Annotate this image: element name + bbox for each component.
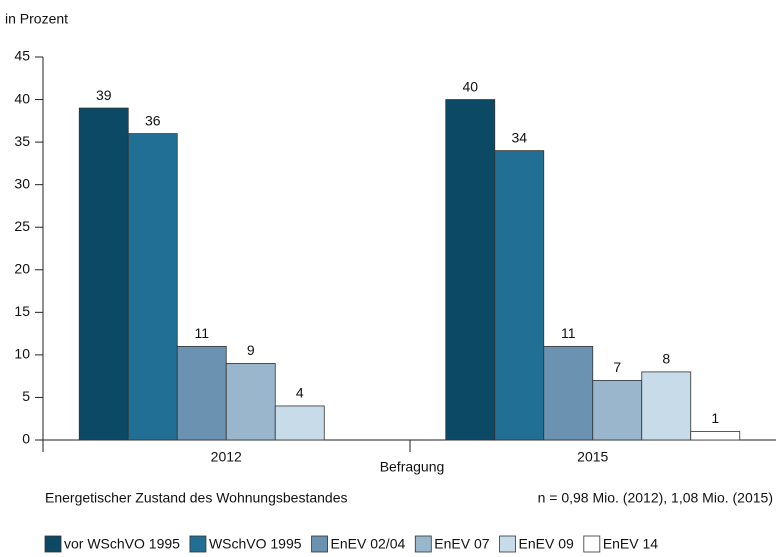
data-label: 8 xyxy=(662,351,670,367)
y-tick-label: 35 xyxy=(14,133,30,149)
data-label: 11 xyxy=(194,325,209,341)
x-tick-label: 2012 xyxy=(211,449,242,465)
bar xyxy=(274,405,325,441)
bar xyxy=(176,345,227,441)
data-label: 4 xyxy=(296,385,304,401)
data-label: 40 xyxy=(462,78,478,94)
y-tick-label: 25 xyxy=(14,218,30,234)
note: n = 0,98 Mio. (2012), 1,08 Mio. (2015) xyxy=(538,490,773,506)
data-label: 39 xyxy=(96,87,112,103)
bar xyxy=(690,431,741,441)
x-tick-label: 2015 xyxy=(577,449,608,465)
legend-swatch xyxy=(583,535,601,553)
y-tick-label: 40 xyxy=(14,90,30,106)
bar xyxy=(494,150,545,441)
y-tick-label: 45 xyxy=(14,48,30,64)
y-tick-label: 0 xyxy=(22,431,30,447)
data-label: 7 xyxy=(613,359,621,375)
bar xyxy=(641,371,692,441)
bar xyxy=(225,362,276,441)
legend-title: Energetischer Zustand des Wohnungsbestan… xyxy=(45,490,348,506)
legend-label: EnEV 07 xyxy=(434,536,489,552)
y-tick-label: 30 xyxy=(14,175,30,191)
legend-swatch xyxy=(189,535,207,553)
y-axis-label: in Prozent xyxy=(5,11,68,27)
legend-label: EnEV 14 xyxy=(603,536,658,552)
legend-label: EnEV 02/04 xyxy=(331,536,406,552)
data-label: 11 xyxy=(561,325,576,341)
x-axis-label: Befragung xyxy=(380,459,445,475)
data-label: 34 xyxy=(511,129,527,145)
y-tick-label: 10 xyxy=(14,346,30,362)
y-tick-label: 15 xyxy=(14,303,30,319)
bar xyxy=(445,99,496,441)
legend-label: vor WSchVO 1995 xyxy=(64,536,180,552)
y-tick-label: 20 xyxy=(14,260,30,276)
legend-swatch xyxy=(414,535,432,553)
y-tick-label: 5 xyxy=(22,388,30,404)
legend-swatch xyxy=(499,535,516,553)
data-label: 1 xyxy=(711,410,719,426)
bar xyxy=(78,107,129,441)
bar xyxy=(592,380,643,441)
data-label: 36 xyxy=(145,112,161,128)
legend-label: WSchVO 1995 xyxy=(209,536,302,552)
bar xyxy=(543,345,594,441)
bar xyxy=(127,133,178,441)
data-label: 9 xyxy=(247,342,255,358)
legend-label: EnEV 09 xyxy=(519,536,574,552)
legend-swatch xyxy=(311,535,328,553)
legend-swatch xyxy=(44,535,62,553)
